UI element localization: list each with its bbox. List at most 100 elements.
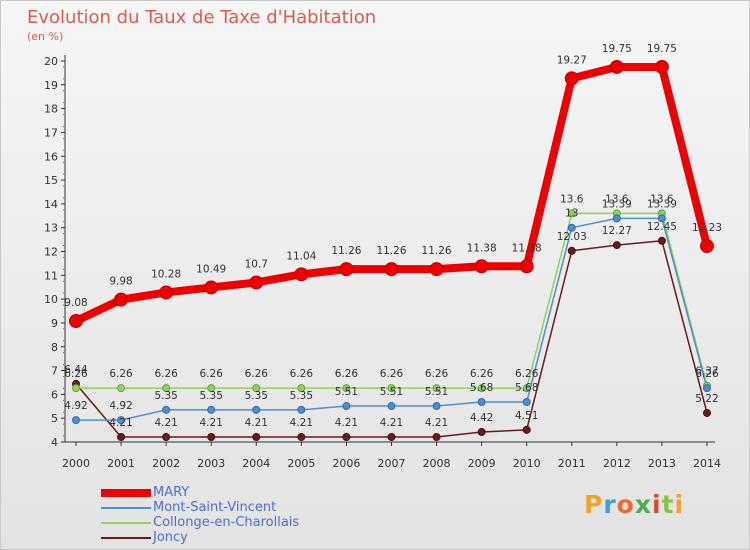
- data-point-mary: [564, 71, 579, 86]
- data-point-collonge-en-charollais: [342, 384, 351, 393]
- data-point-mont-saint-vincent: [207, 405, 216, 414]
- logo-letter: r: [603, 490, 617, 519]
- data-point-mont-saint-vincent: [252, 405, 261, 414]
- data-point-joncy: [522, 425, 531, 434]
- logo-letter: o: [616, 490, 635, 519]
- series-line-collonge-en-charollais: [75, 212, 708, 389]
- data-label: 19.75: [647, 43, 677, 55]
- y-tick-label: 6: [51, 388, 58, 401]
- data-label: 4.21: [380, 417, 403, 429]
- data-label: 6.44: [64, 364, 88, 376]
- data-label: 6.26: [470, 368, 494, 380]
- x-tick-label: 2007: [377, 457, 405, 470]
- data-label: 6.26: [64, 368, 88, 380]
- data-label: 5.51: [335, 386, 358, 398]
- data-label: 5.35: [154, 390, 177, 402]
- legend-label: Mont-Saint-Vincent: [153, 500, 277, 515]
- y-tick-label: 12: [44, 246, 58, 259]
- chart-title: Evolution du Taux de Taxe d'Habitation: [27, 7, 377, 28]
- data-label: 6.26: [380, 368, 404, 380]
- data-point-joncy: [207, 432, 216, 441]
- data-label: 13.39: [647, 198, 677, 210]
- data-label: 4.21: [200, 417, 223, 429]
- data-point-mary: [159, 285, 174, 300]
- data-point-joncy: [612, 241, 621, 250]
- data-label: 5.35: [290, 390, 313, 402]
- data-point-mary: [249, 275, 264, 290]
- data-point-joncy: [342, 432, 351, 441]
- data-point-joncy: [297, 432, 306, 441]
- data-label: 5.68: [515, 382, 538, 394]
- data-label: 4.92: [109, 400, 132, 412]
- x-tick-label: 2006: [332, 457, 360, 470]
- data-point-mary: [429, 262, 444, 277]
- y-tick-label: 14: [44, 198, 58, 211]
- data-label: 9.98: [109, 276, 132, 288]
- y-tick-label: 11: [44, 269, 58, 282]
- data-label: 12.23: [692, 222, 722, 234]
- data-point-mary: [339, 262, 354, 277]
- data-label: 10.28: [151, 268, 181, 280]
- logo-letter: t: [661, 490, 675, 519]
- data-label: 19.27: [557, 54, 587, 66]
- data-label: 13.6: [605, 193, 629, 205]
- legend-swatch: [101, 536, 151, 539]
- data-label: 5.35: [200, 390, 223, 402]
- data-label: 11.38: [512, 242, 542, 254]
- y-tick-label: 7: [51, 365, 58, 378]
- data-label: 5.68: [470, 382, 493, 394]
- data-label: 4.21: [109, 417, 132, 429]
- y-tick-label: 10: [44, 293, 58, 306]
- data-point-collonge-en-charollais: [432, 384, 441, 393]
- data-point-mary: [609, 59, 624, 74]
- data-label: 4.42: [470, 412, 493, 424]
- data-label: 5.51: [425, 386, 448, 398]
- y-tick-label: 20: [44, 55, 58, 68]
- data-label: 4.21: [245, 417, 268, 429]
- x-tick-label: 2002: [152, 457, 180, 470]
- data-label: 11.26: [422, 245, 452, 257]
- x-tick-label: 2009: [468, 457, 496, 470]
- legend-swatch: [101, 488, 151, 497]
- data-point-joncy: [657, 236, 666, 245]
- data-point-mary: [474, 259, 489, 274]
- logo-letter: i: [674, 490, 685, 519]
- data-label: 4.21: [425, 417, 448, 429]
- data-label: 6.26: [154, 368, 178, 380]
- data-point-collonge-en-charollais: [477, 384, 486, 393]
- legend-label: MARY: [153, 485, 190, 500]
- data-point-mont-saint-vincent: [342, 402, 351, 411]
- data-point-mary: [294, 267, 309, 282]
- data-label: 6.26: [515, 368, 539, 380]
- data-label: 4.21: [154, 417, 177, 429]
- legend-label: Joncy: [153, 530, 188, 545]
- logo-letter: i: [652, 490, 662, 519]
- data-point-mont-saint-vincent: [657, 214, 666, 223]
- data-label: 12.45: [647, 221, 677, 233]
- y-tick-label: 9: [51, 317, 58, 330]
- data-label: 12.27: [602, 225, 632, 237]
- data-point-mont-saint-vincent: [522, 397, 531, 406]
- chart-subtitle: (en %): [27, 30, 64, 43]
- data-point-mary: [384, 262, 399, 277]
- x-tick-label: 2008: [423, 457, 451, 470]
- x-tick-label: 2011: [558, 457, 586, 470]
- data-point-collonge-en-charollais: [522, 384, 531, 393]
- data-label: 5.35: [245, 390, 268, 402]
- data-label: 6.26: [335, 368, 359, 380]
- data-label: 6.26: [109, 368, 133, 380]
- x-tick-label: 2014: [693, 457, 721, 470]
- logo-letter: x: [634, 490, 652, 519]
- y-tick-label: 19: [44, 79, 58, 92]
- data-label: 6.26: [200, 368, 224, 380]
- data-point-collonge-en-charollais: [207, 384, 216, 393]
- data-label: 11.04: [286, 250, 316, 262]
- data-point-collonge-en-charollais: [252, 384, 261, 393]
- data-point-mont-saint-vincent: [162, 405, 171, 414]
- data-point-mont-saint-vincent: [432, 402, 441, 411]
- x-tick-label: 2010: [513, 457, 541, 470]
- y-tick-label: 17: [44, 126, 58, 139]
- data-label: 6.26: [290, 368, 314, 380]
- data-point-collonge-en-charollais: [162, 384, 171, 393]
